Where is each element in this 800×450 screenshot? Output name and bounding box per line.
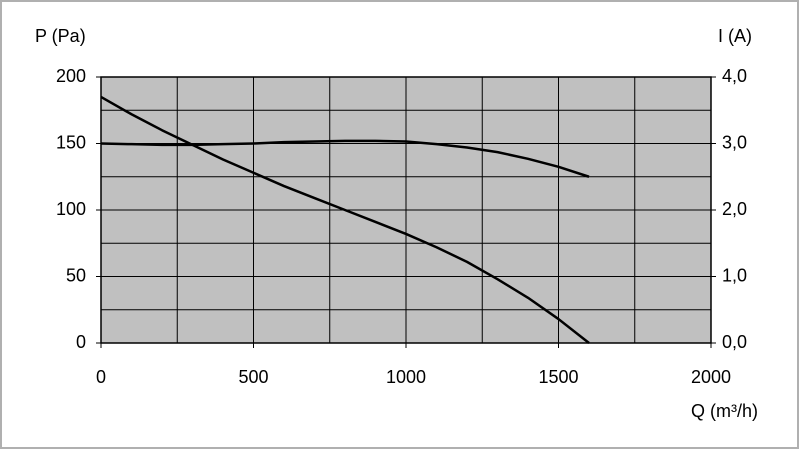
y2-tick-label: 2,0 bbox=[722, 199, 747, 219]
x-tick-label: 2000 bbox=[691, 367, 731, 387]
x-tick-label: 1500 bbox=[538, 367, 578, 387]
y-tick-label: 50 bbox=[66, 265, 86, 285]
y2-tick-label: 3,0 bbox=[722, 132, 747, 152]
y2-tick-label: 0,0 bbox=[722, 332, 747, 352]
y-axis-label: P (Pa) bbox=[35, 26, 86, 46]
x-axis-label: Q (m³/h) bbox=[691, 401, 758, 421]
y-tick-label: 150 bbox=[56, 132, 86, 152]
y-tick-label: 200 bbox=[56, 66, 86, 86]
y-tick-label: 0 bbox=[76, 332, 86, 352]
x-tick-label: 500 bbox=[238, 367, 268, 387]
y2-tick-label: 4,0 bbox=[722, 66, 747, 86]
series-line bbox=[100, 95, 590, 344]
y-tick-label: 100 bbox=[56, 199, 86, 219]
y2-tick-label: 1,0 bbox=[722, 265, 747, 285]
series-line bbox=[100, 139, 590, 178]
x-tick-label: 1000 bbox=[386, 367, 426, 387]
plot-border bbox=[100, 76, 712, 344]
x-tick-label: 0 bbox=[96, 367, 106, 387]
y2-axis-label: I (A) bbox=[718, 26, 752, 46]
